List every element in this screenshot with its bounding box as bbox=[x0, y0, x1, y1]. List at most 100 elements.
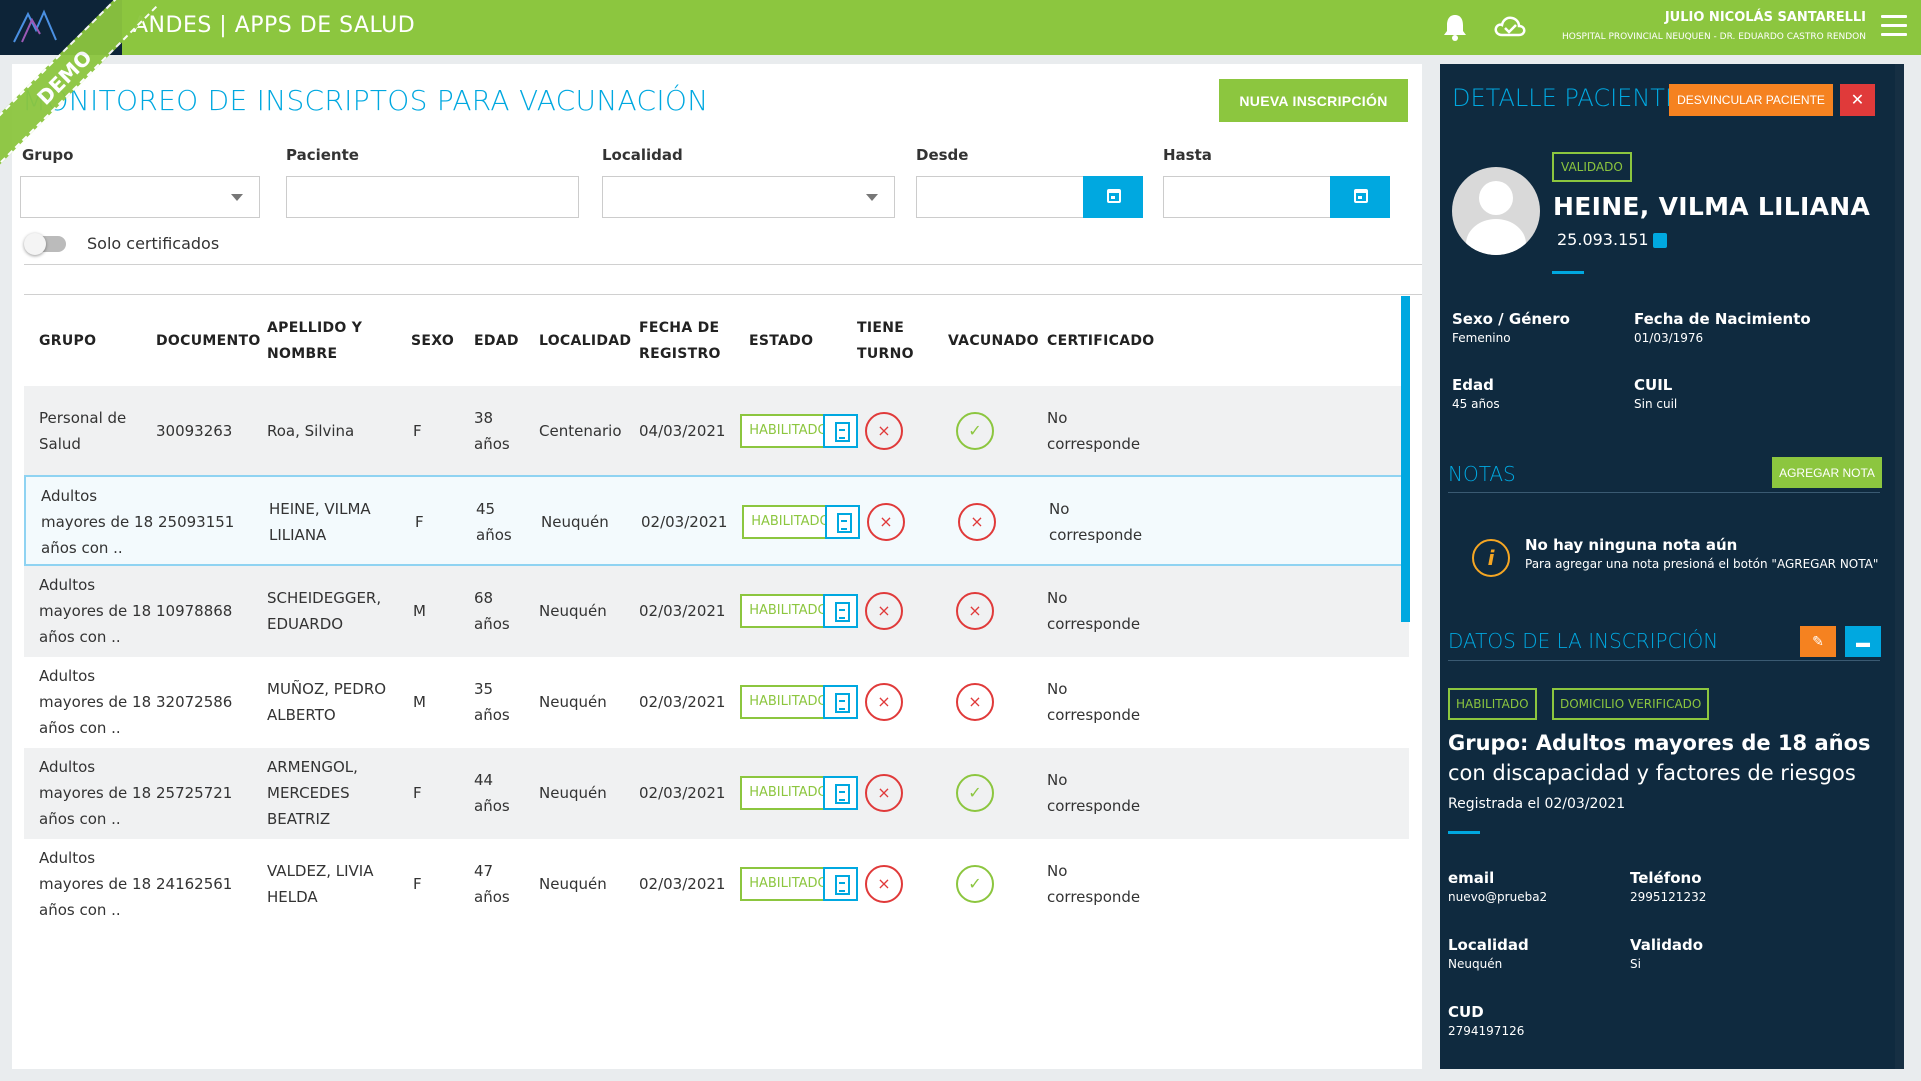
bell-icon[interactable] bbox=[1440, 12, 1470, 42]
col-apellido[interactable]: APELLIDO Y NOMBRE bbox=[267, 315, 362, 367]
x-circle-icon: × bbox=[865, 412, 903, 450]
cell-certificado-line: corresponde bbox=[1049, 526, 1143, 544]
col-grupo[interactable]: GRUPO bbox=[39, 333, 97, 349]
col-fecha-line2: REGISTRO bbox=[639, 346, 721, 362]
user-name[interactable]: JULIO NICOLÁS SANTARELLI bbox=[1664, 10, 1866, 25]
cell-edad-line: años bbox=[474, 435, 510, 453]
document-icon[interactable] bbox=[823, 776, 858, 810]
document-icon[interactable] bbox=[825, 505, 860, 539]
cloud-icon[interactable] bbox=[1493, 13, 1527, 41]
cell-grupo: Personal de Salud bbox=[39, 405, 126, 457]
edit-icon[interactable]: ✎ bbox=[1800, 626, 1836, 657]
cell-grupo-line: años con .. bbox=[41, 539, 123, 557]
table-row[interactable]: Adultos mayores de 18 años con .. 32072586 M… bbox=[24, 657, 1409, 748]
cell-edad-line: 45 bbox=[476, 500, 496, 518]
cell-grupo: Adultos mayores de 18 años con .. bbox=[39, 572, 151, 650]
col-estado[interactable]: ESTADO bbox=[749, 333, 814, 349]
main-panel: MONITOREO DE INSCRIPTOS PARA VACUNACIÓN … bbox=[12, 64, 1422, 1069]
accent-line bbox=[1448, 831, 1480, 834]
solo-certificados-toggle[interactable] bbox=[24, 233, 66, 255]
grupo-select[interactable] bbox=[20, 176, 260, 218]
cell-grupo-line: mayores de 18 bbox=[41, 513, 154, 531]
cell-edad: 45 años bbox=[476, 496, 512, 548]
cell-sexo: M bbox=[413, 693, 426, 711]
cell-edad: 38 años bbox=[474, 405, 510, 457]
status-badge: HABILITADO bbox=[740, 685, 837, 719]
cell-sexo: F bbox=[413, 784, 422, 802]
cell-grupo-line: años con .. bbox=[39, 810, 121, 828]
table-row[interactable]: Adultos mayores de 18 años con .. 10978868 S… bbox=[24, 566, 1409, 657]
paciente-input[interactable] bbox=[286, 176, 579, 218]
telefono-label: Teléfono bbox=[1630, 869, 1702, 887]
col-sexo[interactable]: SEXO bbox=[411, 333, 455, 349]
desde-input[interactable] bbox=[916, 176, 1084, 218]
new-inscription-button[interactable]: NUEVA INSCRIPCIÓN bbox=[1219, 79, 1408, 122]
col-fecha[interactable]: FECHA DE REGISTRO bbox=[639, 315, 721, 367]
validado-label: Validado bbox=[1630, 936, 1704, 954]
detail-title: DETALLE PACIENTE bbox=[1452, 84, 1681, 112]
desvincular-button[interactable]: DESVINCULAR PACIENTE bbox=[1669, 84, 1833, 116]
chevron-down-icon bbox=[231, 194, 243, 201]
table-row[interactable]: Personal de Salud 30093263 Roa, Silvina F 38 a… bbox=[24, 386, 1409, 477]
cell-edad: 47 años bbox=[474, 858, 510, 910]
hasta-input[interactable] bbox=[1163, 176, 1331, 218]
col-turno[interactable]: TIENE TURNO bbox=[857, 315, 914, 367]
no-notes-hint: Para agregar una nota presioná el botón … bbox=[1525, 557, 1879, 571]
cell-edad: 35 años bbox=[474, 676, 510, 728]
message-icon[interactable]: ▬ bbox=[1845, 626, 1881, 657]
cell-fecha: 02/03/2021 bbox=[639, 784, 726, 802]
no-notes-text: No hay ninguna nota aún bbox=[1525, 536, 1738, 554]
detail-scrollbar[interactable] bbox=[1895, 64, 1904, 1069]
cell-nombre-line: LILIANA bbox=[269, 526, 327, 544]
document-icon[interactable] bbox=[823, 867, 858, 901]
col-certificado[interactable]: CERTIFICADO bbox=[1047, 333, 1155, 349]
grupo-subtitle: con discapacidad y factores de riesgos bbox=[1448, 761, 1856, 785]
status-badge: HABILITADO bbox=[740, 776, 837, 810]
cell-edad-line: años bbox=[474, 888, 510, 906]
table-row[interactable]: Adultos mayores de 18 años con .. 25093151 H… bbox=[24, 475, 1409, 566]
table-scrollbar[interactable] bbox=[1401, 296, 1410, 622]
document-icon[interactable] bbox=[823, 594, 858, 628]
col-localidad[interactable]: LOCALIDAD bbox=[539, 333, 632, 349]
localidad-select[interactable] bbox=[602, 176, 895, 218]
copy-icon[interactable] bbox=[1653, 233, 1667, 248]
cell-documento: 32072586 bbox=[156, 693, 233, 711]
x-circle-icon: × bbox=[867, 503, 905, 541]
cell-grupo-line: Adultos bbox=[39, 758, 96, 776]
cell-grupo: Adultos mayores de 18 años con .. bbox=[39, 845, 151, 923]
col-turno-line1: TIENE bbox=[857, 320, 905, 336]
desde-calendar-button[interactable] bbox=[1083, 176, 1143, 218]
table-row[interactable]: Adultos mayores de 18 años con .. 25725721 A… bbox=[24, 748, 1409, 839]
document-icon[interactable] bbox=[823, 685, 858, 719]
edad-value: 45 años bbox=[1452, 397, 1500, 411]
app-title: ANDES | APPS DE SALUD bbox=[133, 13, 416, 38]
cell-nombre-line: EDUARDO bbox=[267, 615, 344, 633]
cell-edad-line: años bbox=[474, 706, 510, 724]
document-icon[interactable] bbox=[823, 414, 858, 448]
desde-label: Desde bbox=[916, 146, 969, 164]
patient-document: 25.093.151 bbox=[1557, 230, 1649, 249]
cuil-value: Sin cuil bbox=[1634, 397, 1678, 411]
col-turno-line2: TURNO bbox=[857, 346, 914, 362]
check-circle-icon: ✓ bbox=[956, 412, 994, 450]
agregar-nota-button[interactable]: AGREGAR NOTA bbox=[1772, 457, 1882, 488]
close-button[interactable]: ✕ bbox=[1840, 84, 1875, 116]
cell-edad: 44 años bbox=[474, 767, 510, 819]
cell-nombre-line: VALDEZ, LIVIA bbox=[267, 862, 374, 880]
hamburger-menu-icon[interactable] bbox=[1881, 15, 1907, 39]
info-icon: i bbox=[1472, 539, 1510, 577]
habilitado-tag: HABILITADO bbox=[1448, 688, 1537, 720]
cell-certificado: No corresponde bbox=[1047, 405, 1140, 457]
col-documento[interactable]: DOCUMENTO bbox=[156, 333, 261, 349]
col-vacunado[interactable]: VACUNADO bbox=[948, 333, 1039, 349]
cell-edad-line: años bbox=[476, 526, 512, 544]
table-row[interactable]: Adultos mayores de 18 años con .. 24162561 V… bbox=[24, 839, 1409, 930]
hasta-calendar-button[interactable] bbox=[1330, 176, 1390, 218]
status-badge: HABILITADO bbox=[740, 414, 837, 448]
cell-grupo-line: mayores de 18 bbox=[39, 602, 152, 620]
detail-panel: DETALLE PACIENTE DESVINCULAR PACIENTE ✕ … bbox=[1440, 64, 1895, 1069]
cell-certificado: No corresponde bbox=[1047, 676, 1140, 728]
col-edad[interactable]: EDAD bbox=[474, 333, 519, 349]
cell-sexo: M bbox=[413, 602, 426, 620]
cell-localidad: Centenario bbox=[539, 422, 622, 440]
